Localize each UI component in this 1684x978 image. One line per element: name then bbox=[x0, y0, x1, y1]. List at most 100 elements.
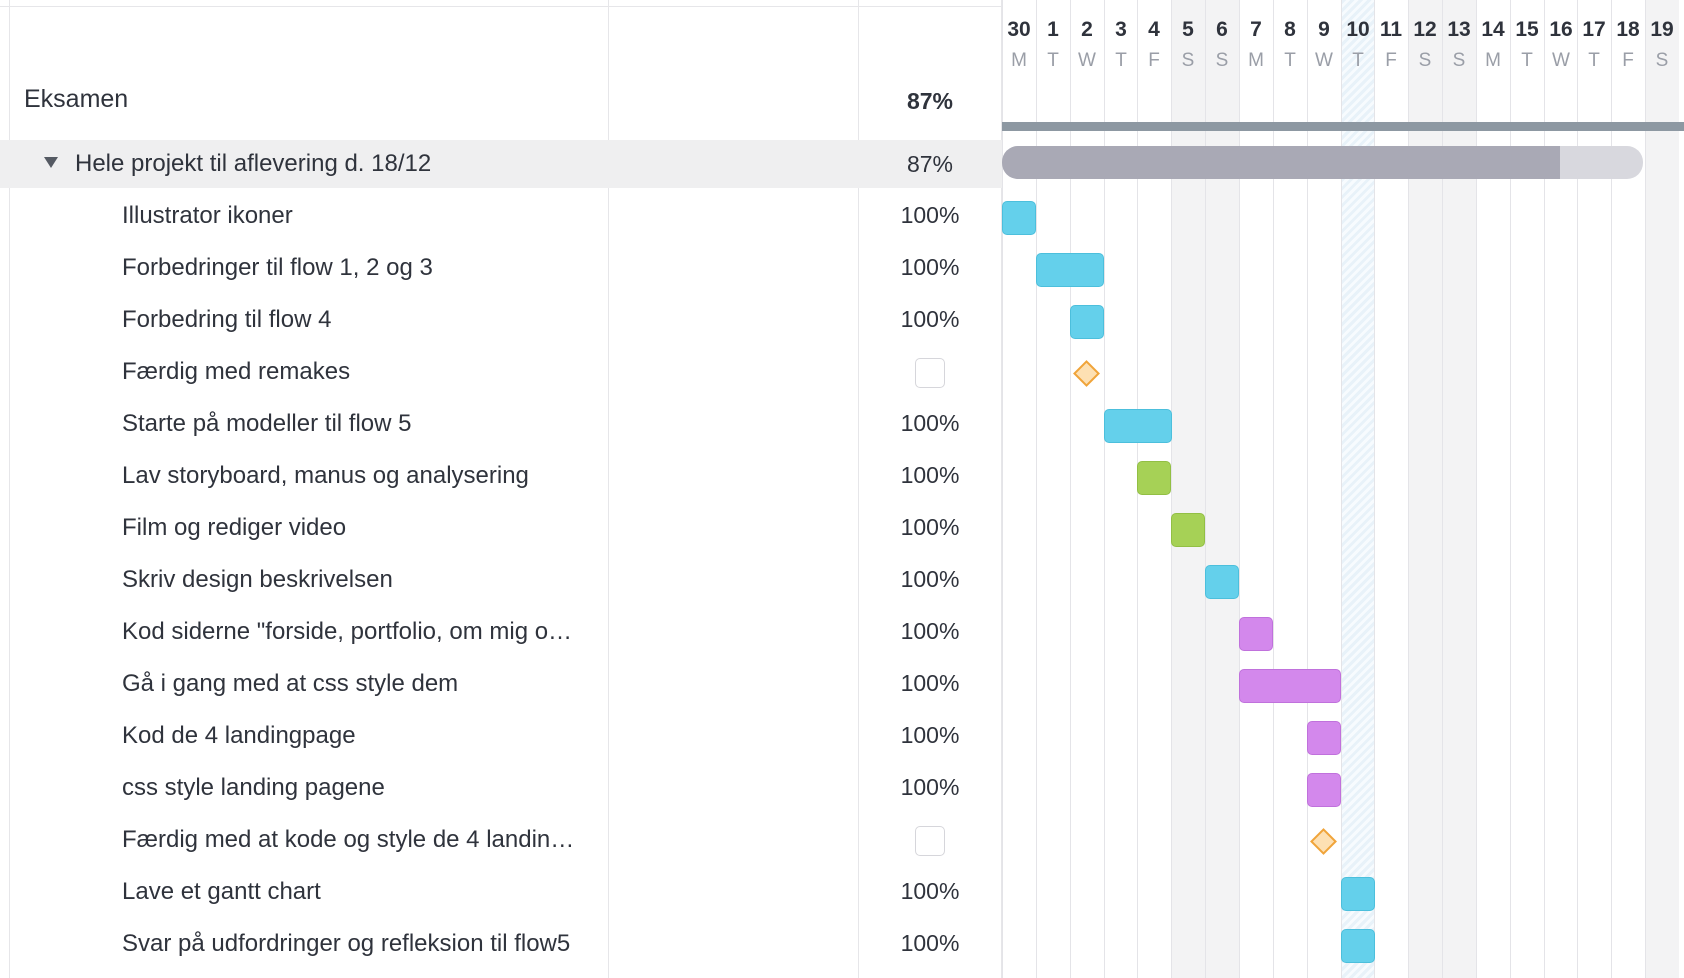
task-name[interactable]: Gå i gang med at css style dem bbox=[122, 670, 459, 697]
day-number: 18 bbox=[1616, 18, 1640, 41]
task-name[interactable]: Færdig med at kode og style de 4 landin… bbox=[122, 826, 575, 853]
day-column bbox=[1002, 0, 1036, 978]
day-number: 6 bbox=[1216, 18, 1228, 41]
milestone-checkbox[interactable] bbox=[915, 826, 945, 856]
day-number: 10 bbox=[1346, 18, 1370, 41]
day-column bbox=[1070, 0, 1104, 978]
task-name[interactable]: Illustrator ikoner bbox=[122, 202, 293, 229]
task-bar[interactable] bbox=[1239, 669, 1341, 703]
task-bar[interactable] bbox=[1341, 929, 1375, 963]
project-title: Eksamen bbox=[24, 85, 129, 113]
milestone-checkbox[interactable] bbox=[915, 358, 945, 388]
collapse-triangle-icon[interactable] bbox=[44, 157, 58, 168]
task-name[interactable]: Lav storyboard, manus og analysering bbox=[122, 462, 529, 489]
column-divider-timeline bbox=[1001, 0, 1002, 978]
task-percent: 100% bbox=[900, 514, 960, 540]
task-bar[interactable] bbox=[1070, 305, 1104, 339]
day-number: 1 bbox=[1047, 18, 1059, 41]
day-letter: F bbox=[1622, 50, 1634, 71]
day-number: 11 bbox=[1379, 18, 1403, 41]
task-name[interactable]: Forbedring til flow 4 bbox=[122, 306, 332, 333]
day-letter: S bbox=[1181, 50, 1195, 71]
gantt-timeline: 30 M 1 T 2 W 3 T 4 F 5 S 6 S 7 M 8 T 9 W 10 T 11 F 12 S 13 S 14 M 15 T 1… bbox=[1002, 0, 1684, 978]
day-number: 15 bbox=[1515, 18, 1539, 41]
day-letter: M bbox=[1248, 50, 1264, 71]
task-name[interactable]: Lave et gantt chart bbox=[122, 878, 321, 905]
day-column bbox=[1273, 0, 1307, 978]
task-percent: 100% bbox=[900, 254, 960, 280]
task-percent: 100% bbox=[900, 618, 960, 644]
task-bar[interactable] bbox=[1002, 201, 1036, 235]
day-letter: W bbox=[1552, 50, 1570, 71]
day-number: 13 bbox=[1447, 18, 1471, 41]
task-percent: 100% bbox=[900, 722, 960, 748]
day-number: 9 bbox=[1318, 18, 1330, 41]
task-percent: 100% bbox=[900, 878, 960, 904]
group-name[interactable]: Hele projekt til aflevering d. 18/12 bbox=[75, 150, 432, 177]
day-column bbox=[1036, 0, 1070, 978]
task-bar[interactable] bbox=[1104, 409, 1172, 443]
day-number: 7 bbox=[1250, 18, 1262, 41]
task-name[interactable]: Film og rediger video bbox=[122, 514, 347, 541]
task-name[interactable]: Svar på udfordringer og refleksion til f… bbox=[122, 930, 571, 957]
task-percent: 100% bbox=[900, 566, 960, 592]
day-letter: T bbox=[1115, 50, 1127, 71]
task-percent: 100% bbox=[900, 774, 960, 800]
day-column bbox=[1544, 0, 1578, 978]
day-letter: F bbox=[1385, 50, 1397, 71]
project-summary-line bbox=[1002, 122, 1684, 131]
day-number: 8 bbox=[1284, 18, 1296, 41]
day-column bbox=[1104, 0, 1138, 978]
day-number: 16 bbox=[1549, 18, 1573, 41]
day-column bbox=[1510, 0, 1544, 978]
day-letter: M bbox=[1011, 50, 1027, 71]
task-name[interactable]: Skriv design beskrivelsen bbox=[122, 566, 393, 593]
group-row[interactable] bbox=[0, 140, 1002, 188]
task-bar[interactable] bbox=[1171, 513, 1205, 547]
day-number: 3 bbox=[1115, 18, 1127, 41]
group-progress-fill bbox=[1002, 146, 1560, 179]
task-name[interactable]: css style landing pagene bbox=[122, 774, 385, 801]
task-bar[interactable] bbox=[1307, 721, 1341, 755]
project-percent: 87% bbox=[906, 88, 954, 114]
day-letter: T bbox=[1521, 50, 1533, 71]
task-name[interactable]: Kod siderne "forside, portfolio, om mig … bbox=[122, 618, 573, 645]
day-letter: S bbox=[1418, 50, 1432, 71]
task-name[interactable]: Færdig med remakes bbox=[122, 358, 351, 385]
day-letter: S bbox=[1452, 50, 1466, 71]
task-name[interactable]: Kod de 4 landingpage bbox=[122, 722, 356, 749]
task-percent: 100% bbox=[900, 410, 960, 436]
day-letter: S bbox=[1215, 50, 1229, 71]
day-number: 12 bbox=[1413, 18, 1437, 41]
column-divider-name bbox=[608, 0, 609, 978]
task-percent: 100% bbox=[900, 670, 960, 696]
day-letter: S bbox=[1655, 50, 1669, 71]
day-number: 19 bbox=[1650, 18, 1674, 41]
day-letter: F bbox=[1148, 50, 1160, 71]
day-number: 4 bbox=[1148, 18, 1160, 41]
task-name[interactable]: Forbedringer til flow 1, 2 og 3 bbox=[122, 254, 433, 281]
task-percent: 100% bbox=[900, 930, 960, 956]
task-percent: 100% bbox=[900, 462, 960, 488]
day-letter: T bbox=[1047, 50, 1059, 71]
day-column bbox=[1577, 0, 1611, 978]
task-bar[interactable] bbox=[1341, 877, 1375, 911]
day-column bbox=[1476, 0, 1510, 978]
task-name[interactable]: Starte på modeller til flow 5 bbox=[122, 410, 412, 437]
day-column bbox=[1239, 0, 1273, 978]
task-bar[interactable] bbox=[1137, 461, 1171, 495]
task-bar[interactable] bbox=[1036, 253, 1104, 287]
day-number: 2 bbox=[1081, 18, 1093, 41]
day-letter: T bbox=[1352, 50, 1364, 71]
task-bar[interactable] bbox=[1205, 565, 1239, 599]
day-column bbox=[1307, 0, 1341, 978]
day-number: 5 bbox=[1182, 18, 1194, 41]
task-bar[interactable] bbox=[1239, 617, 1273, 651]
day-number: 17 bbox=[1582, 18, 1606, 41]
day-number: 14 bbox=[1481, 18, 1505, 41]
day-letter: T bbox=[1284, 50, 1296, 71]
day-column bbox=[1374, 0, 1408, 978]
day-letter: W bbox=[1315, 50, 1333, 71]
task-bar[interactable] bbox=[1307, 773, 1341, 807]
task-percent: 100% bbox=[900, 306, 960, 332]
